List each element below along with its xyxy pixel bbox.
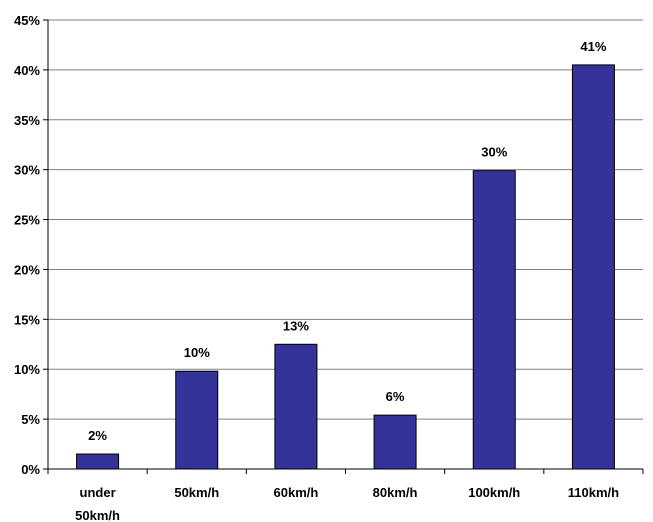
data-label: 41% bbox=[580, 39, 606, 54]
x-tick-label: 80km/h bbox=[373, 485, 418, 500]
y-tick-label: 20% bbox=[14, 262, 40, 277]
bar bbox=[274, 343, 318, 470]
axes bbox=[43, 19, 644, 474]
x-tick-label: 100km/h bbox=[468, 485, 520, 500]
y-tick-label: 15% bbox=[14, 312, 40, 327]
y-tick-label: 45% bbox=[14, 13, 40, 28]
bar bbox=[472, 170, 516, 470]
data-label: 13% bbox=[283, 318, 309, 333]
y-tick-label: 25% bbox=[14, 213, 40, 228]
data-labels: 2% 10% 13% 6% 30% 41% bbox=[88, 39, 607, 443]
data-label: 10% bbox=[184, 345, 210, 360]
y-tick-label: 30% bbox=[14, 163, 40, 178]
x-tick-label: under 50km/h bbox=[75, 485, 120, 522]
data-label: 30% bbox=[481, 145, 507, 160]
gridlines bbox=[48, 19, 643, 420]
data-label: 2% bbox=[88, 428, 107, 443]
y-tick-label: 35% bbox=[14, 113, 40, 128]
x-tick-label: 110km/h bbox=[568, 485, 619, 500]
bar bbox=[571, 64, 615, 470]
data-label: 6% bbox=[386, 389, 405, 404]
x-tick-label: 50km/h bbox=[174, 485, 219, 500]
y-tick-label: 40% bbox=[14, 63, 40, 78]
y-tick-label: 0% bbox=[21, 462, 40, 477]
y-tick-label: 10% bbox=[14, 362, 40, 377]
y-tick-labels: 0% 5% 10% 15% 20% 25% 30% 35% 40% 45% bbox=[14, 13, 40, 477]
bar bbox=[76, 453, 120, 470]
bar bbox=[175, 370, 219, 470]
x-tick-label: 60km/h bbox=[274, 485, 319, 500]
bars bbox=[76, 64, 615, 470]
y-tick-label: 5% bbox=[21, 412, 40, 427]
bar bbox=[373, 414, 417, 470]
category-labels: under 50km/h 50km/h 60km/h 80km/h 100km/h 110k… bbox=[75, 485, 619, 522]
